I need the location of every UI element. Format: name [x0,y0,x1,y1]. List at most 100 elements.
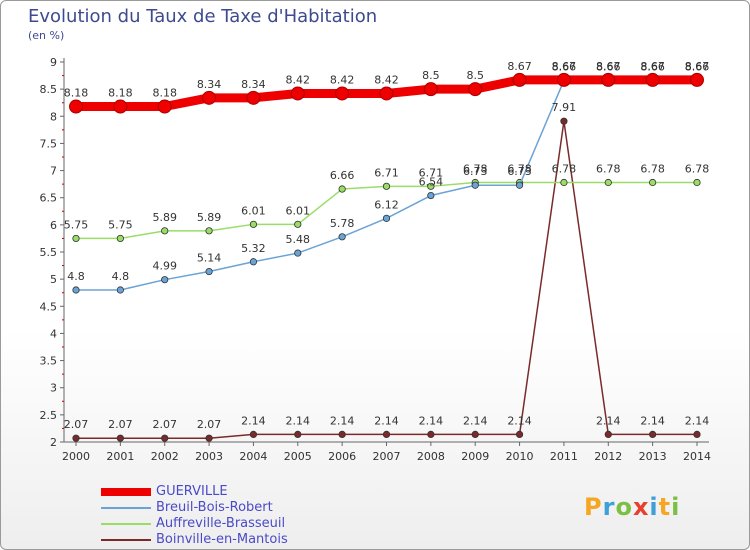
data-label: 6.73 [507,165,532,178]
data-label: 6.78 [507,163,532,176]
data-point [604,178,612,187]
data-label: 7.91 [552,101,577,114]
data-label: 8.66 [640,60,665,73]
data-label: 8.66 [552,60,577,73]
data-label: 8.34 [197,78,222,91]
data-point [161,276,169,284]
data-point [690,72,704,87]
data-label: 2.14 [330,414,355,427]
data-point [471,181,479,189]
data-point [693,430,701,438]
x-tick-label: 2009 [461,450,489,463]
data-label: 2.14 [640,414,665,427]
legend-label: Breuil-Bois-Robert [156,500,273,515]
data-point [645,72,660,87]
data-point [249,258,258,266]
data-point [427,182,435,190]
data-label: 5.89 [197,211,222,224]
x-tick-label: 2006 [328,450,356,463]
data-label: 8.67 [596,60,621,73]
data-point [249,430,258,438]
data-label: 8.67 [640,60,665,73]
data-label: 2.07 [152,418,177,431]
x-tick-label: 2012 [594,450,622,463]
y-tick-label: 6.5 [40,192,58,205]
data-point [427,191,435,200]
y-tick-label: 8.5 [40,83,58,96]
legend-label: Boinville-en-Mantois [156,532,288,547]
data-label: 8.42 [286,73,311,86]
data-point [649,430,657,438]
data-point [157,99,172,114]
data-label: 8.67 [552,60,577,73]
data-label: 6.78 [640,163,665,176]
data-point [205,434,213,442]
logo-letter: r [602,493,616,521]
data-point [515,181,524,189]
y-tick-label: 7 [50,165,57,178]
data-label: 4.8 [112,270,130,283]
data-point [604,430,612,438]
data-point [69,99,83,114]
data-label: 6.71 [374,166,399,179]
data-point [72,234,80,243]
x-tick-label: 2013 [639,450,667,463]
data-label: 8.18 [152,87,177,100]
data-label: 6.01 [286,204,311,217]
chart-title: Evolution du Taux de Taxe d'Habitation [28,6,378,27]
data-label: 6.71 [419,166,444,179]
data-point [382,430,391,438]
x-tick-label: 2000 [62,450,90,463]
y-tick-label: 7.5 [40,137,58,150]
data-point [246,90,261,105]
data-point [202,90,217,105]
y-tick-label: 3 [50,382,57,395]
data-label: 8.18 [108,87,133,100]
x-tick-label: 2008 [417,450,445,463]
data-label: 5.75 [64,218,89,231]
legend-label: Auffreville-Brasseuil [156,516,286,531]
data-label: 8.5 [422,69,440,82]
data-label: 2.14 [241,414,266,427]
data-point [161,434,169,442]
x-tick-label: 2007 [373,450,401,463]
data-label: 5.48 [286,233,311,246]
data-point [335,86,350,101]
data-point [560,117,568,125]
data-label: 5.14 [197,252,222,265]
data-point [294,249,302,257]
data-point [205,227,213,235]
data-label: 2.14 [596,414,621,427]
data-label: 5.75 [108,218,133,231]
data-label: 6.73 [463,165,488,178]
data-point [468,82,483,97]
data-label: 6.66 [330,169,355,182]
data-label: 6.54 [419,176,444,189]
data-point [423,82,438,97]
legend-swatch [101,488,151,496]
data-label: 8.34 [241,78,266,91]
proxiti-logo[interactable]: Proxiti [584,493,680,521]
data-label: 6.78 [685,163,710,176]
legend-swatch [101,539,151,541]
data-label: 5.89 [152,211,177,224]
y-tick-label: 2 [50,436,57,449]
data-point [556,72,571,87]
data-point [249,220,258,228]
y-tick-label: 5.5 [40,246,58,259]
data-label: 8.42 [374,73,399,86]
data-label: 2.14 [507,414,532,427]
x-tick-label: 2014 [683,450,711,463]
data-point [512,72,527,87]
y-tick-label: 4 [50,327,57,340]
y-tick-label: 5 [50,273,57,286]
data-label: 6.12 [374,198,399,211]
data-point [161,227,169,235]
data-label: 2.14 [374,414,399,427]
data-point [649,178,657,187]
data-point [290,86,305,101]
x-tick-label: 2002 [151,450,179,463]
data-point [382,182,391,190]
data-label: 6.01 [241,204,266,217]
